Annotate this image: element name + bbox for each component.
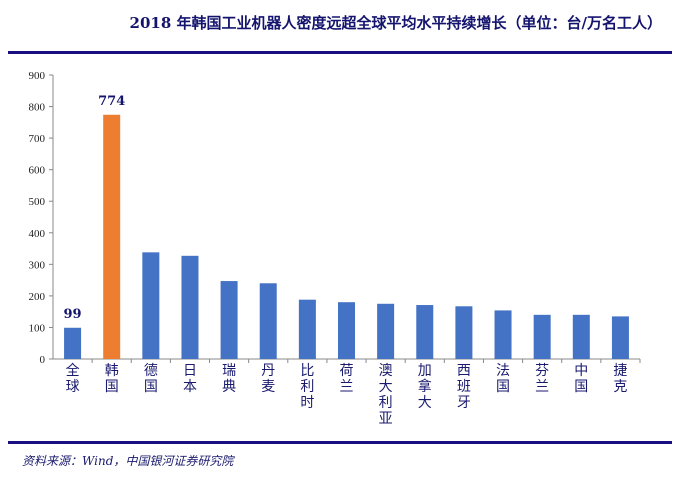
x-tick-label: 典 bbox=[222, 379, 236, 395]
x-tick-label: 荷 bbox=[340, 363, 354, 379]
x-tick-label: 兰 bbox=[340, 379, 354, 395]
x-tick-label: 拿 bbox=[418, 378, 432, 395]
x-tick-label: 日 bbox=[183, 363, 197, 379]
y-tick-label: 300 bbox=[29, 259, 46, 271]
x-tick-label: 兰 bbox=[535, 379, 549, 395]
chart-title: 2018 年韩国工业机器人密度远超全球平均水平持续增长（单位：台/万名工人） bbox=[129, 14, 662, 32]
y-tick-label: 900 bbox=[29, 70, 46, 82]
bar-全球 bbox=[64, 327, 82, 359]
x-tick-label: 中 bbox=[574, 363, 588, 379]
x-tick-label: 法 bbox=[496, 363, 510, 379]
y-tick-label: 200 bbox=[29, 291, 46, 303]
x-tick-label: 亚 bbox=[379, 411, 393, 427]
title-rule bbox=[8, 51, 672, 54]
y-tick-label: 700 bbox=[29, 133, 46, 145]
x-tick-label: 本 bbox=[183, 379, 197, 395]
bar-芬兰 bbox=[533, 314, 551, 359]
x-tick-label: 大 bbox=[379, 379, 393, 395]
data-label: 774 bbox=[98, 94, 125, 109]
bar-加拿大 bbox=[416, 305, 434, 359]
x-tick-label: 麦 bbox=[261, 379, 275, 395]
x-tick-label: 西 bbox=[457, 363, 471, 379]
x-tick-label: 利 bbox=[300, 379, 314, 395]
x-tick-label: 球 bbox=[66, 379, 80, 395]
y-tick-label: 400 bbox=[29, 228, 46, 240]
y-tick-label: 500 bbox=[29, 196, 46, 208]
source-note: 资料来源：Wind，中国银河证券研究院 bbox=[22, 454, 234, 468]
y-tick-label: 800 bbox=[29, 102, 46, 114]
y-tick-label: 100 bbox=[29, 322, 46, 334]
x-tick-label: 比 bbox=[300, 363, 314, 379]
data-label: 99 bbox=[64, 307, 82, 322]
x-tick-label: 国 bbox=[574, 379, 588, 395]
bar-西班牙 bbox=[455, 306, 473, 359]
x-tick-label: 时 bbox=[300, 395, 314, 411]
bar-日本 bbox=[181, 255, 199, 359]
x-tick-label: 韩 bbox=[105, 363, 119, 379]
x-tick-label: 国 bbox=[496, 379, 510, 395]
x-tick-label: 大 bbox=[418, 395, 432, 411]
bar-德国 bbox=[142, 252, 160, 359]
x-tick-label: 国 bbox=[144, 379, 158, 395]
x-tick-label: 加 bbox=[418, 363, 432, 379]
bar-韩国 bbox=[103, 114, 121, 359]
x-tick-label: 澳 bbox=[379, 363, 393, 379]
y-tick-label: 600 bbox=[29, 165, 46, 177]
y-tick-label: 0 bbox=[40, 354, 46, 366]
bar-丹麦 bbox=[259, 283, 277, 359]
x-tick-label: 牙 bbox=[457, 395, 471, 411]
x-tick-label: 克 bbox=[613, 379, 627, 395]
bar-中国 bbox=[572, 314, 590, 359]
bar-捷克 bbox=[611, 316, 629, 359]
footer-rule bbox=[8, 441, 672, 444]
bar-chart: 0100200300400500600700800900全球99韩国774德国日… bbox=[29, 70, 641, 427]
x-tick-label: 国 bbox=[105, 379, 119, 395]
x-tick-label: 芬 bbox=[535, 363, 549, 379]
x-tick-label: 班 bbox=[457, 379, 471, 395]
x-tick-label: 捷 bbox=[613, 363, 627, 379]
x-tick-label: 利 bbox=[379, 395, 393, 411]
x-tick-label: 德 bbox=[144, 363, 158, 379]
x-tick-label: 全 bbox=[66, 362, 80, 379]
x-tick-label: 丹 bbox=[261, 363, 275, 379]
bar-法国 bbox=[494, 310, 512, 359]
bar-瑞典 bbox=[220, 281, 238, 359]
x-tick-label: 瑞 bbox=[222, 363, 236, 379]
bar-比利时 bbox=[298, 299, 316, 359]
bar-澳大利亚 bbox=[377, 303, 395, 359]
bar-荷兰 bbox=[338, 302, 355, 359]
